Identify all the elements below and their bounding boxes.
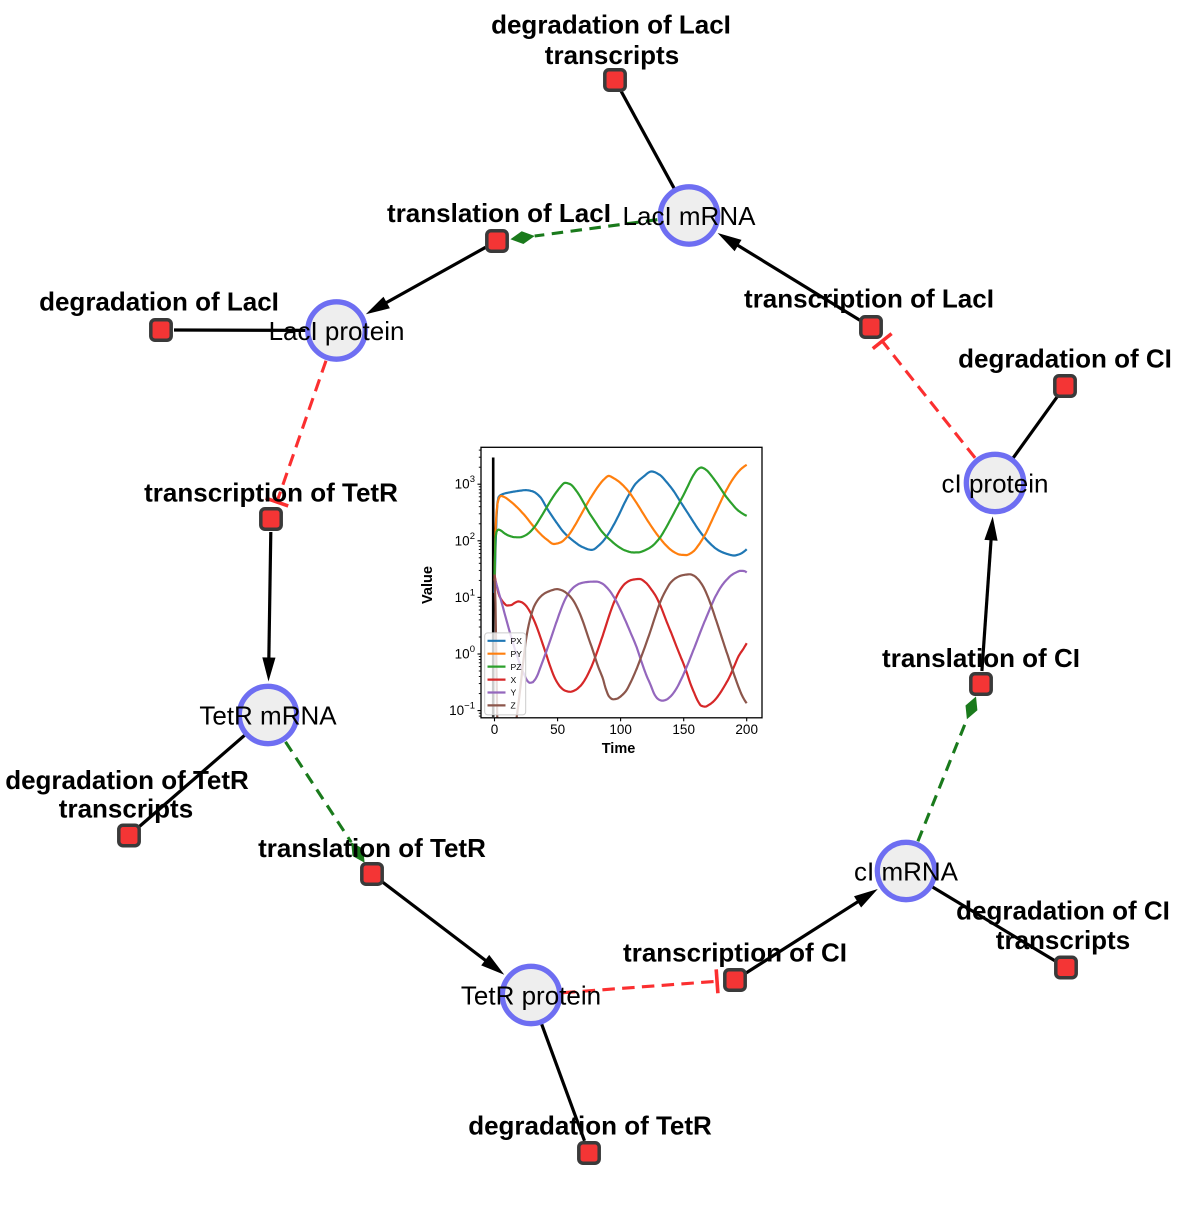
svg-text:translation of CI: translation of CI — [882, 643, 1080, 673]
svg-text:Value: Value — [420, 566, 436, 604]
svg-text:LacI mRNA: LacI mRNA — [623, 201, 757, 231]
svg-text:transcripts: transcripts — [59, 794, 193, 824]
svg-text:transcription of CI: transcription of CI — [623, 938, 847, 968]
svg-text:0: 0 — [491, 722, 499, 737]
svg-text:150: 150 — [672, 722, 695, 737]
svg-text:TetR mRNA: TetR mRNA — [199, 701, 337, 731]
svg-text:LacI protein: LacI protein — [269, 316, 405, 346]
svg-text:translation of LacI: translation of LacI — [387, 198, 611, 228]
svg-text:degradation of LacI: degradation of LacI — [491, 10, 731, 40]
svg-text:degradation of TetR: degradation of TetR — [468, 1111, 712, 1141]
svg-text:degradation of LacI: degradation of LacI — [39, 287, 279, 317]
svg-text:Time: Time — [602, 741, 636, 757]
svg-text:translation of TetR: translation of TetR — [258, 833, 486, 863]
svg-text:transcripts: transcripts — [996, 925, 1130, 955]
svg-text:degradation of CI: degradation of CI — [958, 344, 1172, 374]
svg-text:transcription of TetR: transcription of TetR — [144, 478, 398, 508]
svg-text:PY: PY — [511, 649, 523, 659]
svg-text:transcription of LacI: transcription of LacI — [744, 284, 994, 314]
svg-text:TetR protein: TetR protein — [461, 981, 601, 1011]
svg-text:Y: Y — [511, 688, 517, 698]
svg-text:PX: PX — [511, 636, 523, 646]
svg-text:cI mRNA: cI mRNA — [854, 857, 959, 887]
svg-text:Z: Z — [511, 701, 516, 711]
svg-text:cI protein: cI protein — [942, 469, 1049, 499]
svg-text:100: 100 — [609, 722, 632, 737]
svg-text:degradation of TetR: degradation of TetR — [5, 765, 249, 795]
svg-text:200: 200 — [735, 722, 758, 737]
svg-text:X: X — [511, 675, 517, 685]
svg-text:degradation of CI: degradation of CI — [956, 896, 1170, 926]
svg-text:transcripts: transcripts — [545, 40, 679, 70]
svg-text:50: 50 — [550, 722, 565, 737]
svg-text:PZ: PZ — [511, 662, 522, 672]
